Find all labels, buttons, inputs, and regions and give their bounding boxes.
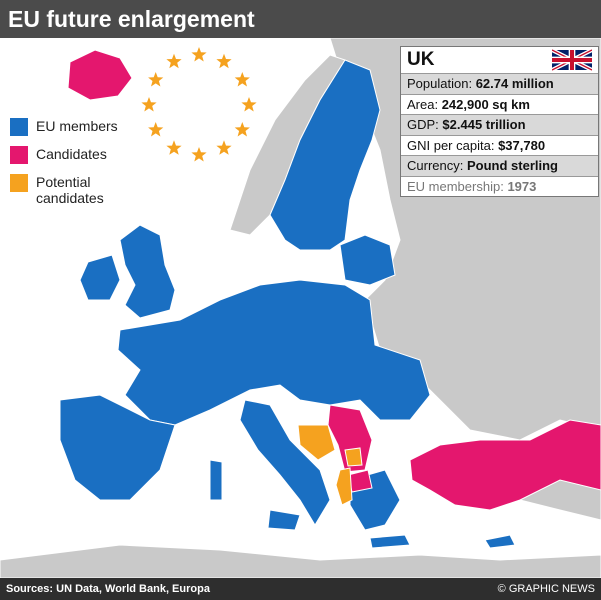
eu-stars bbox=[141, 47, 257, 162]
info-label: GDP: bbox=[407, 117, 439, 132]
legend-swatch bbox=[10, 118, 28, 136]
title: EU future enlargement bbox=[0, 0, 601, 38]
star bbox=[191, 47, 207, 62]
flag bbox=[552, 49, 592, 71]
info-row: GDP: $2.445 trillion bbox=[401, 115, 598, 136]
legend-item: Potential candidates bbox=[10, 174, 118, 206]
legend-label: Potential candidates bbox=[36, 174, 104, 206]
legend-swatch bbox=[10, 146, 28, 164]
eu-members bbox=[59, 59, 516, 549]
footer: Sources: UN Data, World Bank, Europa © G… bbox=[0, 578, 601, 600]
info-label: Population: bbox=[407, 76, 473, 91]
potential-candidates bbox=[297, 424, 363, 506]
star bbox=[234, 122, 250, 137]
info-value: $37,780 bbox=[498, 137, 546, 153]
star bbox=[148, 122, 164, 137]
legend-label: Candidates bbox=[36, 146, 107, 162]
star bbox=[141, 97, 157, 112]
star bbox=[166, 140, 182, 155]
info-label: Area: bbox=[407, 96, 439, 112]
legend-item: Candidates bbox=[10, 146, 118, 164]
source: Sources: UN Data, World Bank, Europa bbox=[6, 583, 210, 595]
info-row: Area: 242,900 sq km bbox=[401, 95, 598, 115]
info-row: Population: 62.74 million bbox=[401, 74, 598, 95]
info-row: Currency: Pound sterling bbox=[401, 156, 598, 177]
legend-swatch bbox=[10, 174, 28, 192]
legend-label: EU members bbox=[36, 118, 118, 134]
star bbox=[191, 147, 207, 162]
star bbox=[216, 53, 232, 69]
star bbox=[241, 97, 257, 112]
info-row: GNI per capita: $37,780 bbox=[401, 136, 598, 156]
legend: EU members Candidates Potential candidat… bbox=[10, 118, 118, 216]
info-label: EU membership: bbox=[407, 178, 504, 194]
country-name: UK bbox=[407, 49, 435, 70]
star bbox=[234, 72, 250, 87]
info-rows: Population: 62.74 million Area: 242,900 s… bbox=[401, 74, 598, 196]
info-row: EU membership: 1973 bbox=[401, 177, 598, 197]
info-value: 242,900 sq km bbox=[441, 96, 530, 112]
credit: © GRAPHIC NEWS bbox=[497, 583, 595, 595]
info-header: UK bbox=[401, 47, 598, 74]
info-label: GNI per capita: bbox=[407, 137, 495, 153]
legend-item: EU members bbox=[10, 118, 118, 136]
info-box: UK Population: 62.74 million Area: 242,90… bbox=[400, 46, 599, 197]
info-value: 1973 bbox=[507, 178, 537, 194]
info-value: 62.74 million bbox=[475, 76, 554, 91]
star bbox=[166, 53, 182, 69]
info-label: Currency: bbox=[407, 158, 464, 173]
info-value: Pound sterling bbox=[466, 158, 558, 173]
star bbox=[148, 72, 164, 87]
info-value: $2.445 trillion bbox=[442, 117, 526, 132]
star bbox=[216, 140, 232, 155]
